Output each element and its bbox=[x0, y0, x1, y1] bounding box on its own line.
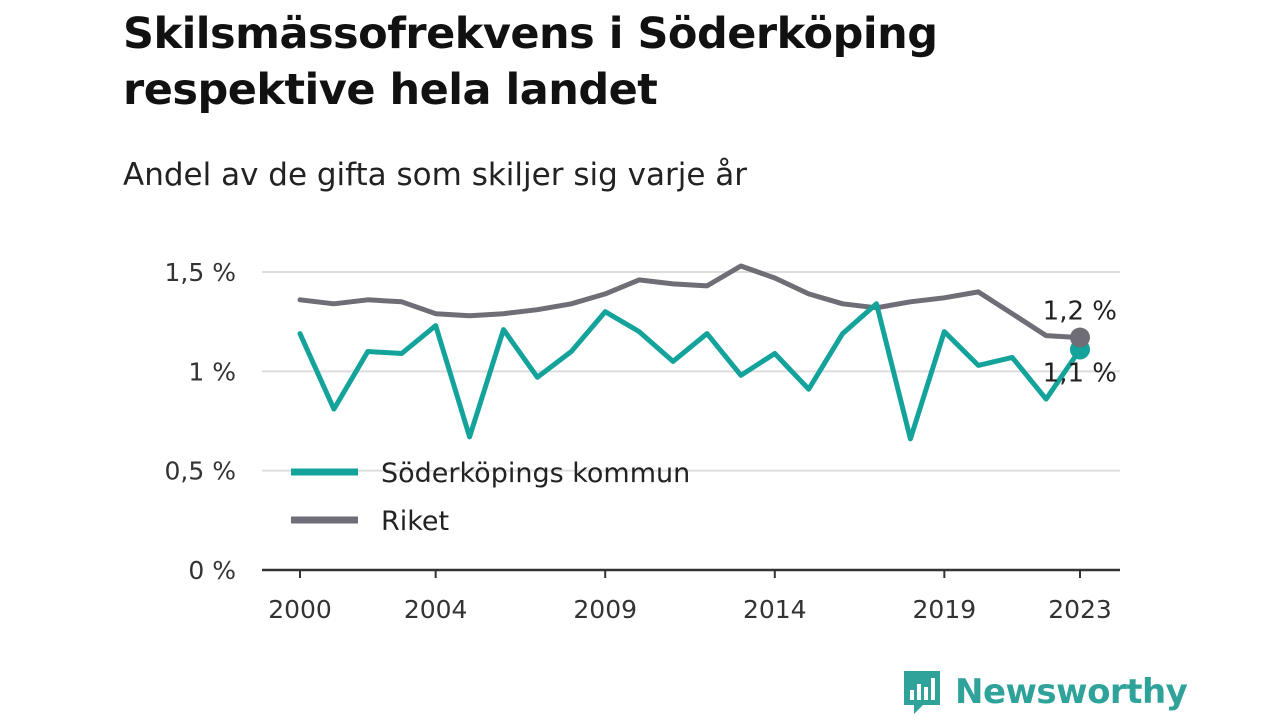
chart-subtitle: Andel av de gifta som skiljer sig varje … bbox=[123, 157, 747, 193]
y-axis-ticks: 0 % 0,5 % 1 % 1,5 % bbox=[165, 258, 236, 585]
series-line-soderkoping bbox=[297, 301, 1083, 442]
newsworthy-logo-icon bbox=[904, 671, 940, 714]
x-tick-label: 2000 bbox=[268, 595, 332, 624]
end-value-label: 1,1 % bbox=[1043, 358, 1117, 388]
end-point-riket bbox=[1070, 327, 1090, 348]
y-tick-label: 0 % bbox=[188, 556, 236, 585]
legend-label: Söderköpings kommun bbox=[381, 458, 690, 489]
x-axis: 2000 2004 2009 2014 2019 2023 bbox=[262, 568, 1120, 624]
brand-name: Newsworthy bbox=[955, 672, 1188, 712]
end-markers: 1,1 % 1,2 % bbox=[1043, 297, 1117, 389]
x-tick-label: 2004 bbox=[404, 595, 468, 624]
y-tick-label: 1 % bbox=[188, 357, 236, 386]
legend-label: Riket bbox=[381, 506, 449, 537]
brand-logo: Newsworthy bbox=[901, 668, 1188, 716]
x-tick-label: 2019 bbox=[913, 595, 977, 624]
end-value-label: 1,2 % bbox=[1043, 297, 1117, 327]
x-tick-label: 2023 bbox=[1048, 595, 1112, 624]
y-tick-label: 1,5 % bbox=[165, 258, 236, 287]
y-tick-label: 0,5 % bbox=[165, 457, 236, 486]
grid-lines bbox=[262, 271, 1120, 472]
series-lines bbox=[297, 263, 1083, 442]
x-tick-label: 2009 bbox=[573, 595, 637, 624]
legend: Söderköpings kommun Riket bbox=[291, 458, 690, 537]
chart-title: Skilsmässofrekvens i Söderköping respekt… bbox=[123, 9, 938, 115]
series-line-riket bbox=[297, 263, 1083, 341]
x-tick-label: 2014 bbox=[743, 595, 807, 624]
